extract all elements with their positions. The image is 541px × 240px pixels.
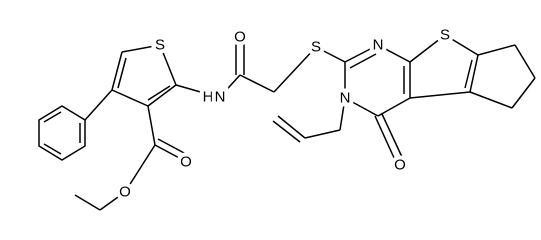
molecule-diagram: S H N O S N S N O O O (38, 23, 536, 211)
atom-label: S (155, 37, 165, 54)
atom-label: N (373, 37, 384, 54)
bonds (38, 34, 536, 211)
atom-label: N (215, 89, 226, 106)
atom-label: H (203, 89, 214, 106)
atom-labels: S H N O S N S N O O O (115, 23, 454, 205)
atom-label: O (180, 154, 192, 171)
atom-label: O (394, 157, 406, 174)
atom-label: O (234, 29, 246, 46)
atom-label: O (119, 184, 131, 201)
atom-label: S (440, 27, 450, 44)
atom-label: S (311, 39, 321, 56)
atom-label: N (340, 90, 351, 107)
